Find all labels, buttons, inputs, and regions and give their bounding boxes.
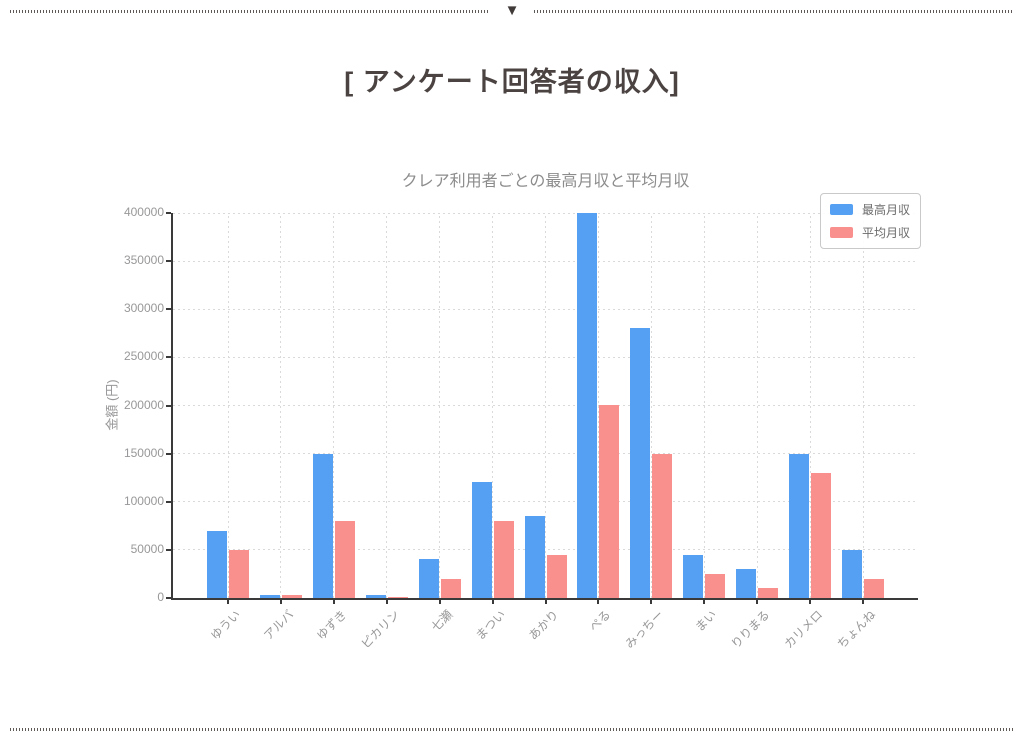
bar-avg-income: [493, 521, 514, 598]
bar-avg-income: [440, 579, 461, 598]
legend-label: 最高月収: [862, 203, 911, 217]
bar-avg-income: [334, 521, 355, 598]
bar-avg-income: [758, 588, 779, 598]
bar-max-income: [736, 569, 757, 598]
bar-max-income: [312, 454, 333, 598]
bar-max-income: [842, 550, 862, 598]
x-tick-label: ピカリン: [358, 607, 403, 652]
legend-item: 平均月収: [830, 224, 910, 241]
y-tick-mark: [166, 260, 171, 263]
y-tick-mark: [166, 212, 171, 214]
bar-max-income: [683, 555, 704, 598]
x-tick-label: ゆうい: [207, 607, 244, 643]
bar-max-income: [630, 328, 651, 598]
bar-avg-income: [864, 579, 884, 598]
y-tick-label: 400000: [123, 205, 164, 219]
gridline-v: [597, 213, 599, 598]
x-tick-label: あかり: [525, 607, 561, 643]
bar-max-income: [471, 482, 492, 598]
bar-max-income: [524, 516, 545, 598]
y-tick-mark: [166, 548, 171, 551]
y-tick-mark: [166, 308, 171, 311]
y-axis-line: [171, 213, 173, 600]
bar-max-income: [418, 559, 439, 598]
x-tick-label: りりまる: [728, 607, 773, 652]
x-tick-label: カリメロ: [781, 607, 826, 652]
gridline-v: [756, 213, 758, 598]
x-tick-label: アルバ: [260, 607, 297, 643]
bar-avg-income: [281, 595, 302, 598]
legend-label: 平均月収: [862, 226, 911, 240]
y-tick-label: 350000: [123, 253, 164, 268]
y-tick-label: 0: [157, 590, 164, 604]
gridline-v: [862, 213, 864, 598]
x-tick-label: まい: [692, 607, 720, 635]
x-tick-mark: [809, 600, 812, 604]
legend-swatch-icon: [830, 227, 853, 238]
gridline-v: [545, 213, 546, 598]
gridline-v: [703, 213, 705, 598]
x-tick-mark: [385, 600, 388, 604]
bar-max-income: [365, 595, 386, 598]
gridline-v: [227, 213, 229, 598]
bar-max-income: [577, 213, 598, 598]
legend-item: 最高月収: [830, 201, 910, 218]
down-triangle-icon: ▼: [504, 2, 520, 19]
bar-avg-income: [599, 405, 620, 598]
bar-avg-income: [546, 555, 567, 598]
bar-max-income: [789, 454, 810, 598]
gridline-v: [386, 213, 388, 598]
y-tick-mark: [166, 597, 171, 599]
x-tick-mark: [756, 600, 759, 604]
x-tick-mark: [332, 600, 335, 604]
gridline-v: [280, 213, 282, 598]
gridline-v: [650, 213, 652, 598]
x-tick-mark: [227, 600, 229, 604]
x-tick-mark: [703, 600, 706, 604]
x-tick-label: 七瀬: [428, 607, 455, 635]
x-axis-line: [171, 598, 918, 600]
bar-max-income: [259, 595, 280, 598]
y-tick-label: 150000: [123, 445, 164, 460]
gridline-v: [809, 213, 811, 598]
x-tick-label: ちょんね: [834, 607, 879, 652]
chart-title: クレア利用者ごとの最高月収と平均月収: [401, 173, 690, 190]
bar-avg-income: [387, 597, 408, 598]
bar-avg-income: [705, 574, 726, 598]
x-tick-label: まつい: [472, 607, 508, 643]
gridline-v: [333, 213, 335, 598]
x-tick-mark: [438, 600, 441, 604]
x-tick-mark: [544, 600, 547, 604]
y-tick-mark: [166, 356, 171, 359]
x-tick-label: ゆずき: [313, 607, 350, 643]
bar-avg-income: [811, 473, 832, 598]
bar-avg-income: [229, 550, 249, 598]
y-tick-mark: [166, 500, 171, 503]
x-tick-mark: [491, 600, 494, 604]
y-tick-label: 50000: [130, 541, 164, 556]
top-divider-right: [534, 10, 1014, 13]
gridline-v: [492, 213, 494, 598]
y-tick-mark: [166, 452, 171, 455]
bar-avg-income: [652, 454, 673, 598]
x-tick-mark: [650, 600, 653, 604]
legend-swatch-icon: [830, 204, 853, 215]
page-title: [ アンケート回答者の収入]: [344, 67, 680, 97]
y-tick-label: 200000: [123, 397, 164, 412]
x-tick-label: ぺる: [586, 607, 614, 635]
bottom-divider: [10, 728, 1014, 731]
x-tick-mark: [862, 600, 864, 604]
x-tick-mark: [279, 600, 282, 604]
y-tick-mark: [166, 404, 171, 407]
x-tick-label: みっちー: [622, 607, 667, 652]
y-tick-label: 250000: [123, 349, 164, 364]
bar-max-income: [207, 531, 227, 598]
legend: 最高月収 平均月収: [820, 193, 922, 249]
top-divider-left: [10, 10, 490, 13]
y-tick-label: 100000: [123, 493, 164, 508]
gridline-v: [439, 213, 441, 598]
y-tick-label: 300000: [123, 301, 164, 316]
x-tick-mark: [597, 600, 600, 604]
